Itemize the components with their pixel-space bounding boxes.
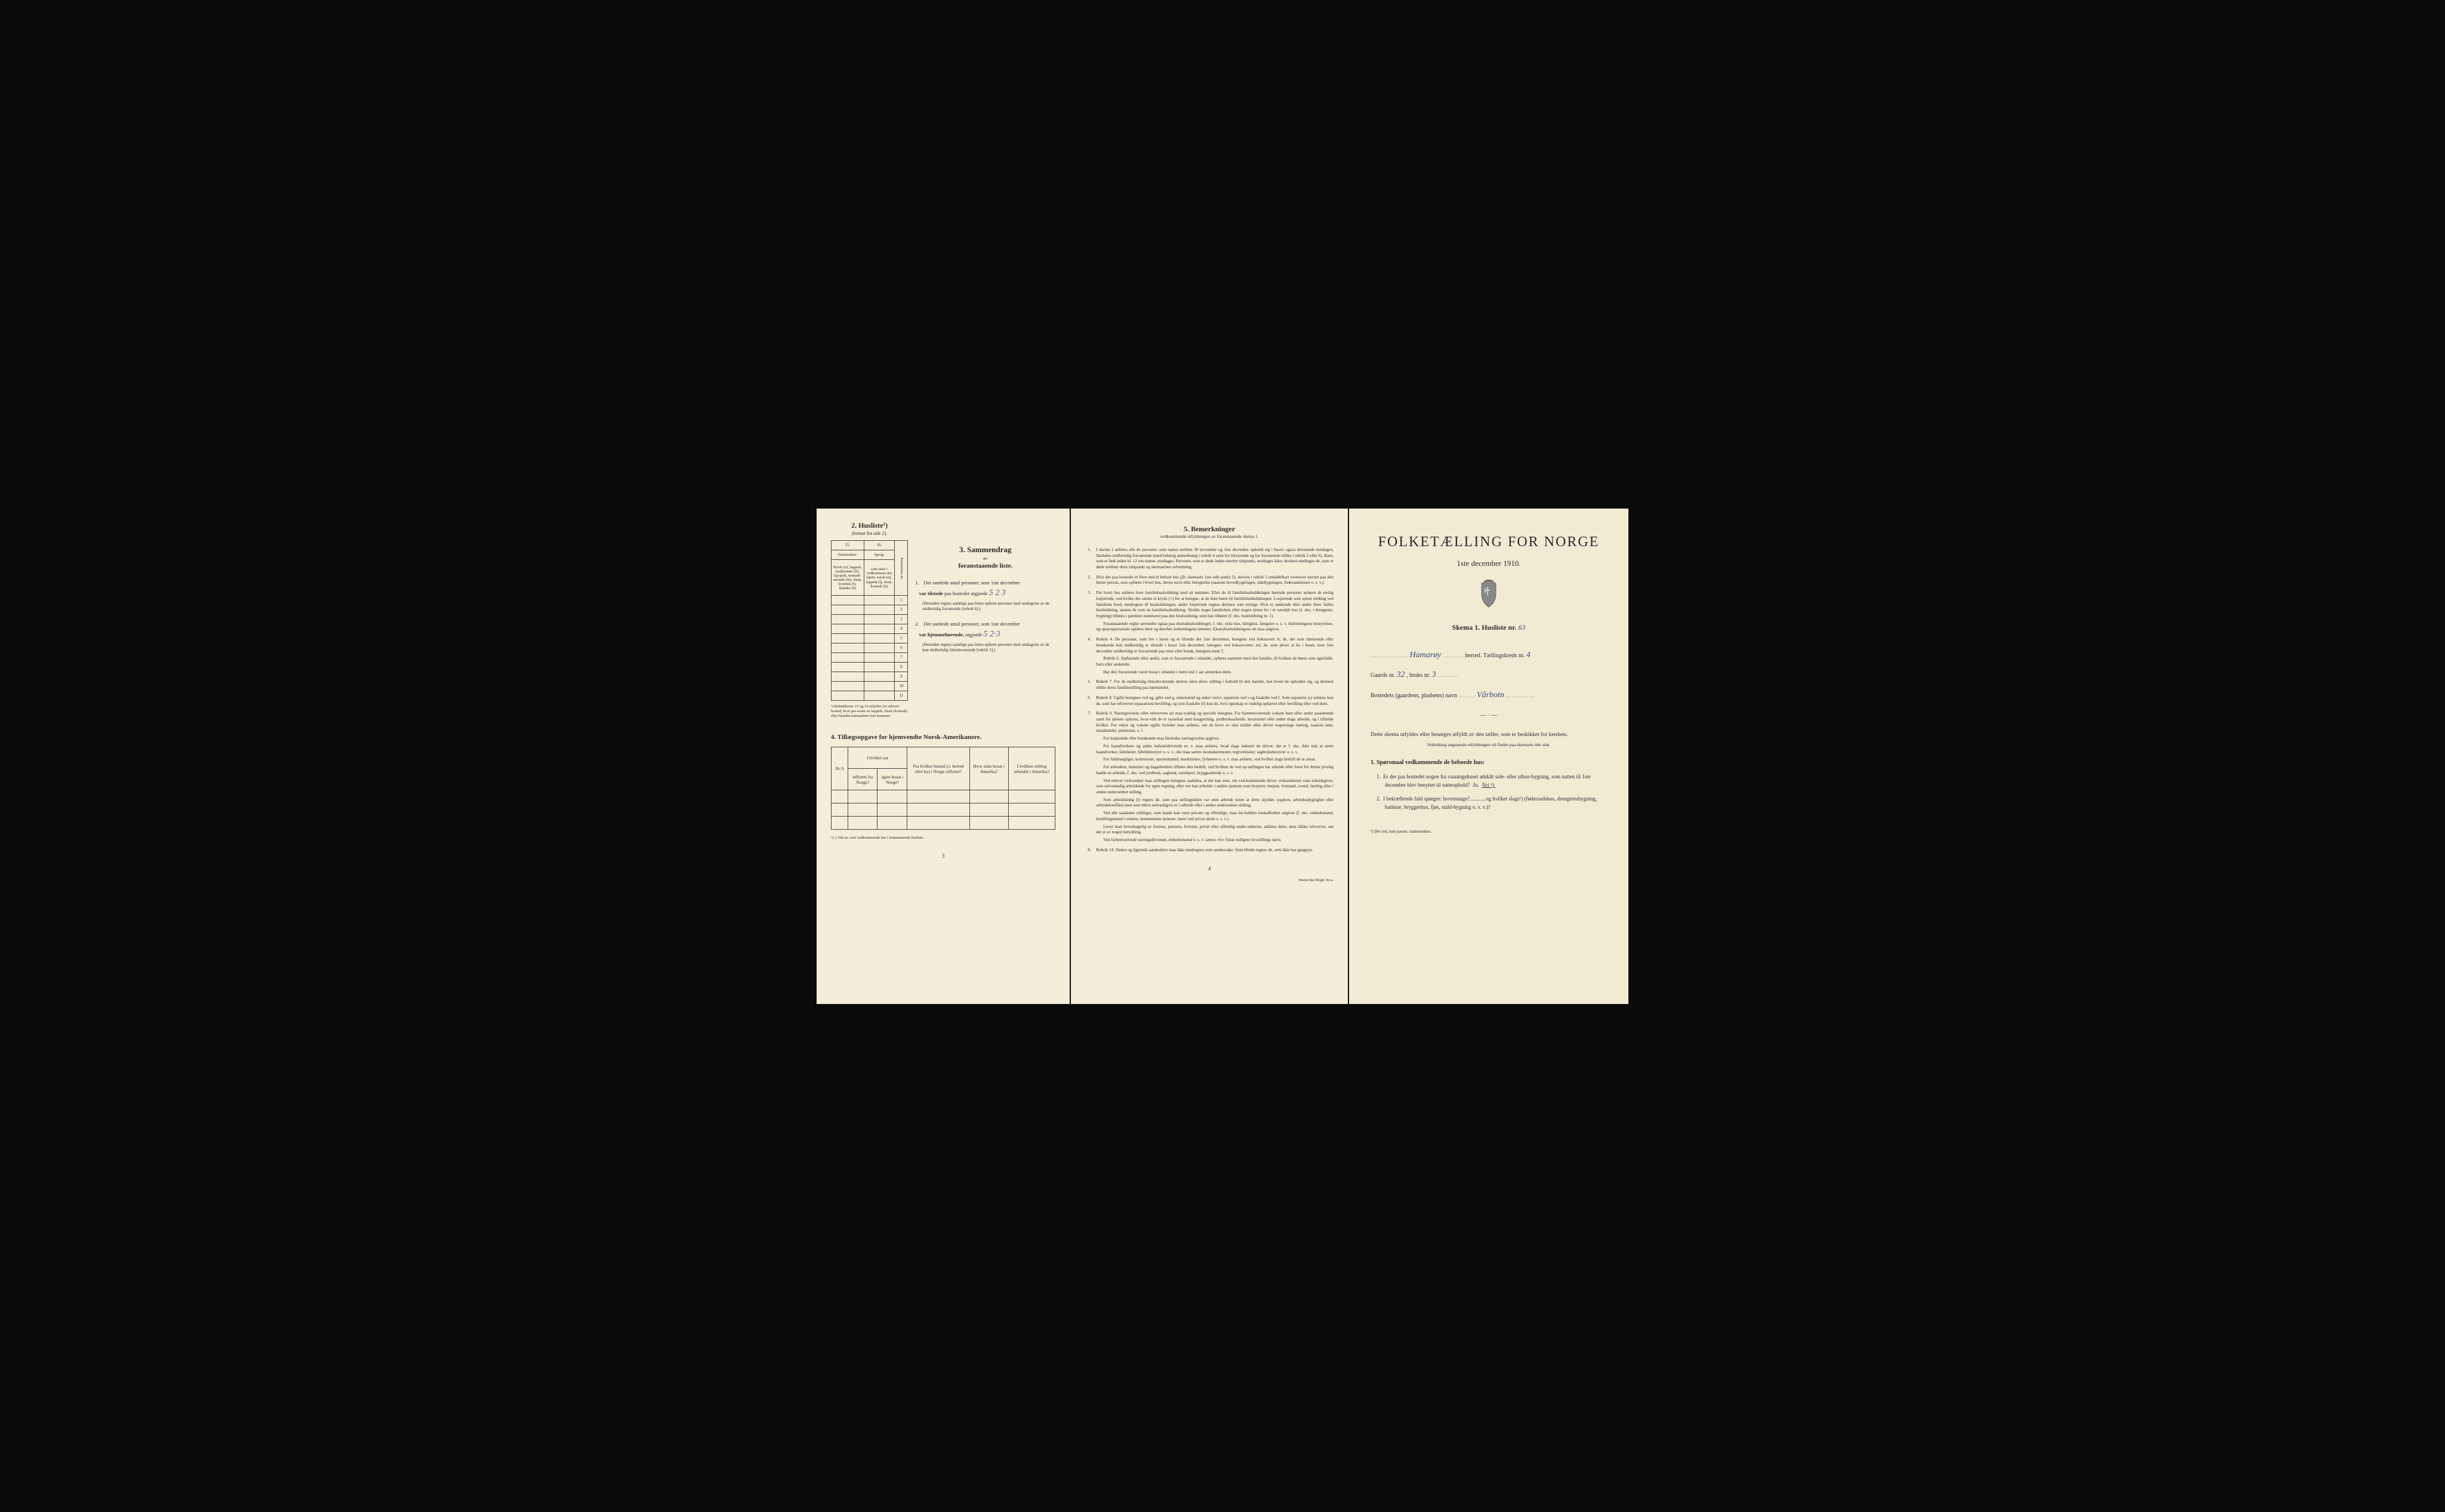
sammendrag-sub: foranstaaende liste. <box>915 562 1055 571</box>
t4-h-nr: Nr.²) <box>832 747 848 790</box>
sammendrag-av: av <box>915 555 1055 562</box>
kreds-nr: 4 <box>1526 651 1531 660</box>
question-1: 1. Er der paa bostedet nogen fra vaaning… <box>1371 773 1607 789</box>
row-6: 6 <box>895 643 908 653</box>
t4-sub-bosat: igjen bosat i Norge? <box>877 769 907 790</box>
census-document: 2. Husliste¹) (fortsat fra side 2). 15. … <box>817 509 1628 1004</box>
row-9: 9 <box>895 672 908 682</box>
gaards-nr: 32 <box>1397 670 1405 679</box>
section-2-title: 2. Husliste¹) <box>831 521 908 531</box>
row-8: 8 <box>895 663 908 672</box>
divider-icon: ― · ― <box>1371 712 1607 720</box>
instruction-small: Veiledning angaaende utfyldningen vil fi… <box>1371 742 1607 749</box>
row-11: 11 <box>895 691 908 701</box>
col-personnr: Personernes nr. <box>895 541 908 596</box>
remark-7: 7. Rubrik 9. Næringsveiens eller erhverv… <box>1088 711 1334 843</box>
hdr-sprog-detail: som tales i vedkommen-des hjem: norsk (n… <box>864 560 895 596</box>
panel-front-page: FOLKETÆLLING FOR NORGE 1ste december 191… <box>1349 509 1628 1004</box>
page-number-3: 3 <box>831 852 1055 860</box>
section-5-subtitle: vedkommende utfyldningen av foranstaaend… <box>1085 534 1334 540</box>
husliste-table: 15. 16. Personernes nr. Nationalitet. Sp… <box>831 540 908 701</box>
t4-h-stilling: I hvilken stilling arbeidet i Amerika? <box>1008 747 1055 790</box>
page-number-4: 4 <box>1085 865 1334 873</box>
right-footnote: ¹) Det ord, som passer, understrekes. <box>1371 829 1607 835</box>
amerikanere-table: Nr.²) I hvilket aar Fra hvilket bosted (… <box>831 747 1055 830</box>
row-5: 5 <box>895 634 908 643</box>
col-15-num: 15. <box>832 541 864 550</box>
husliste-nr-value: 63 <box>1518 623 1525 632</box>
summary-item-1: 1. Det samlede antal personer, som 1ste … <box>915 579 1055 612</box>
hdr-nationalitet: Nationalitet. <box>832 550 864 560</box>
row-1: 1 <box>895 596 908 605</box>
row-2: 2 <box>895 605 908 615</box>
bosted-value: Vårbotn <box>1477 691 1504 700</box>
hjemme-value: 5 2·3 <box>983 630 1000 639</box>
remark-2: 2.Hvis der paa bostedet er flere end ét … <box>1088 575 1334 586</box>
section-2-subtitle: (fortsat fra side 2). <box>831 530 908 537</box>
section-2-husliste: 2. Husliste¹) (fortsat fra side 2). 15. … <box>831 521 908 719</box>
panel-page-4: 5. Bemerkninger vedkommende utfyldningen… <box>1071 509 1348 1004</box>
col-16-num: 16. <box>864 541 895 550</box>
section-3-sammendrag: 3. Sammendrag av foranstaaende liste. 1.… <box>915 521 1055 719</box>
panel-page-3: 2. Husliste¹) (fortsat fra side 2). 15. … <box>817 509 1070 1004</box>
question-section-title: 1. Spørsmaal vedkommende de beboede hus: <box>1371 759 1607 767</box>
bosted-line: Bostedets (gaardens, pladsens) navn ....… <box>1371 689 1607 701</box>
section-4-tillaeg: 4. Tillægsopgave for hjemvendte Norsk-Am… <box>831 733 1055 840</box>
remark-3: 3.For hvert hus anføres hver familiehush… <box>1088 590 1334 633</box>
remark-1: 1.I skema 1 anføres alle de personer, so… <box>1088 547 1334 571</box>
census-title: FOLKETÆLLING FOR NORGE <box>1371 532 1607 553</box>
instruction-text: Dette skema utfyldes eller besørges utfy… <box>1371 731 1607 739</box>
hdr-nat-detail: Norsk (n), lappisk, fastboende (lf), lap… <box>832 560 864 596</box>
row-3: 3 <box>895 615 908 624</box>
remarks-list: 1.I skema 1 anføres alle de personer, so… <box>1085 547 1334 854</box>
row-7: 7 <box>895 653 908 663</box>
remark-8: 8.Rubrik 14. Sinker og lignende aandsslø… <box>1088 848 1334 854</box>
tilstede-value: 5 2 3 <box>989 589 1006 598</box>
section-4-footnote: ²) ɔ: Det nr. som vedkommende har i fora… <box>831 836 1055 840</box>
hdr-sprog: Sprog. <box>864 550 895 560</box>
row-10: 10 <box>895 682 908 691</box>
herred-line: .................. Hamarøy .......... he… <box>1371 649 1607 661</box>
remark-6: 6.Rubrik 8. Ugifte betegnes ved ug, gift… <box>1088 695 1334 707</box>
left-top-row: 2. Husliste¹) (fortsat fra side 2). 15. … <box>831 521 1055 719</box>
question-2: 2. I bekræftende fald spørges: hvormange… <box>1371 795 1607 811</box>
answer-nei: Nei ¹). <box>1482 782 1495 788</box>
remark-5: 5.Rubrik 7. For de midlertidig tilstedev… <box>1088 679 1334 691</box>
coat-of-arms-icon <box>1371 580 1607 611</box>
husliste-footnote: ¹) Rubrikkerne 15 og 16 utfyldes for eth… <box>831 704 908 718</box>
gaards-line: Gaards nr. 32 , bruks nr. 3 .......... <box>1371 669 1607 681</box>
t4-h-aar: I hvilket aar <box>848 747 907 769</box>
census-date: 1ste december 1910. <box>1371 558 1607 569</box>
t4-h-bosted: Fra hvilket bosted (ɔ: herred eller by) … <box>907 747 969 790</box>
t4-sub-utflyttet: utflyttet fra Norge? <box>848 769 877 790</box>
summary-item-2: 2. Det samlede antal personer, som 1ste … <box>915 620 1055 653</box>
skema-line: Skema 1. Husliste nr. 63 <box>1371 623 1607 633</box>
bruks-nr: 3 <box>1432 670 1436 679</box>
section-4-title: 4. Tillægsopgave for hjemvendte Norsk-Am… <box>831 733 1055 742</box>
printer-credit: Steens'ske Bogtr. Kr.a. <box>1085 877 1334 883</box>
herred-value: Hamarøy <box>1410 651 1442 660</box>
section-5-title: 5. Bemerkninger <box>1085 524 1334 534</box>
remark-4: 4.Rubrik 4. De personer, som bor i huset… <box>1088 637 1334 675</box>
sammendrag-title: 3. Sammendrag <box>915 544 1055 555</box>
row-4: 4 <box>895 624 908 634</box>
t4-h-amerika: Hvor sidst bosat i Amerika? <box>969 747 1008 790</box>
